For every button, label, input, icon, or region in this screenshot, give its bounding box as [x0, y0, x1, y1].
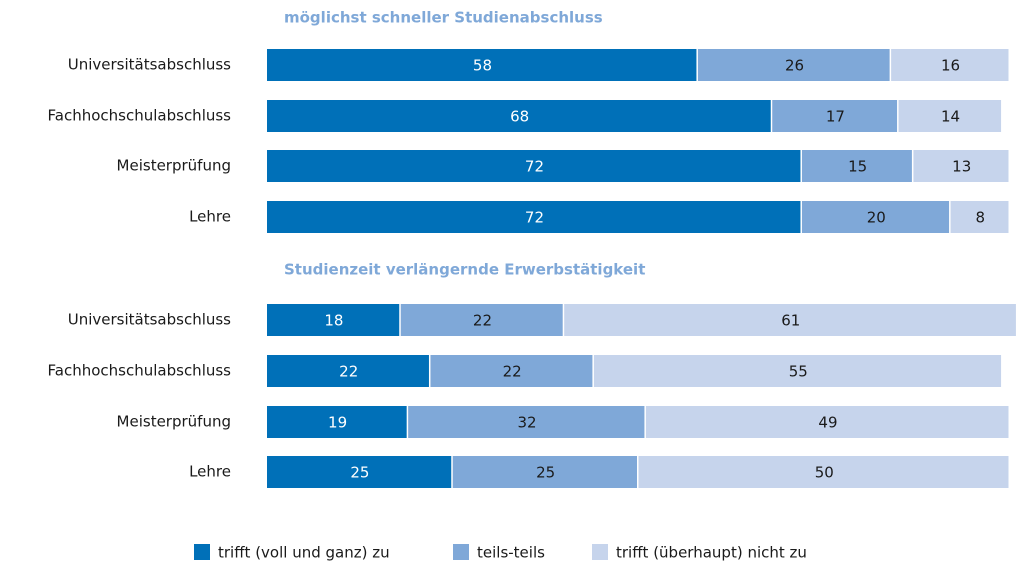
y-tick-label: Fachhochschulabschluss — [48, 107, 232, 125]
legend-swatch — [194, 544, 210, 560]
y-tick-label: Meisterprüfung — [117, 157, 231, 175]
legend-swatch — [592, 544, 608, 560]
data-label: 25 — [536, 464, 555, 482]
chart-title: möglichst schneller Studienabschluss — [284, 9, 603, 27]
data-label: 49 — [818, 414, 837, 432]
legend-label: trifft (überhaupt) nicht zu — [616, 544, 807, 562]
data-label: 32 — [518, 414, 537, 432]
bar-segment — [772, 100, 898, 132]
data-label: 22 — [339, 363, 358, 381]
bar-segment — [267, 456, 452, 488]
legend-label: trifft (voll und ganz) zu — [218, 544, 390, 562]
bar-segment — [452, 456, 637, 488]
bar-segment — [267, 201, 801, 233]
y-tick-label: Fachhochschulabschluss — [48, 362, 232, 380]
legend-label: teils-teils — [477, 544, 545, 562]
y-tick-label: Universitätsabschluss — [68, 311, 231, 329]
data-label: 17 — [826, 108, 845, 126]
data-label: 25 — [350, 464, 369, 482]
bar-segment — [898, 100, 1002, 132]
bar-segment — [645, 406, 1009, 438]
bar-segment — [593, 355, 1002, 387]
bar-segment — [267, 100, 771, 132]
data-label: 13 — [952, 158, 971, 176]
data-label: 8 — [976, 209, 986, 227]
data-label: 26 — [785, 57, 804, 75]
bar-segment — [267, 355, 429, 387]
data-label: 68 — [510, 108, 529, 126]
bar-segment — [697, 49, 890, 81]
data-label: 55 — [789, 363, 808, 381]
data-label: 72 — [525, 209, 544, 227]
bar-segment — [267, 150, 801, 182]
bar-segment — [891, 49, 1009, 81]
legend-swatch — [453, 544, 469, 560]
data-label: 50 — [815, 464, 834, 482]
bar-segment — [430, 355, 593, 387]
data-label: 19 — [328, 414, 347, 432]
data-label: 72 — [525, 158, 544, 176]
data-label: 61 — [781, 312, 800, 330]
bar-segment — [913, 150, 1009, 182]
bar-segment — [267, 49, 697, 81]
y-tick-label: Meisterprüfung — [117, 413, 231, 431]
data-label: 15 — [848, 158, 867, 176]
data-label: 22 — [503, 363, 522, 381]
bar-segment — [408, 406, 645, 438]
data-label: 14 — [941, 108, 960, 126]
data-label: 22 — [473, 312, 492, 330]
bar-segment — [638, 456, 1009, 488]
data-label: 18 — [324, 312, 343, 330]
data-label: 58 — [473, 57, 492, 75]
bar-segment — [801, 201, 950, 233]
bar-segment — [267, 304, 400, 336]
data-label: 16 — [941, 57, 960, 75]
bar-segment — [400, 304, 563, 336]
y-tick-label: Lehre — [189, 463, 231, 481]
bar-segment — [267, 406, 407, 438]
data-label: 20 — [867, 209, 886, 227]
bar-segment — [564, 304, 1016, 336]
y-tick-label: Universitätsabschluss — [68, 56, 231, 74]
bar-segment — [950, 201, 1009, 233]
y-tick-label: Lehre — [189, 208, 231, 226]
bar-segment — [801, 150, 912, 182]
chart-title: Studienzeit verlängernde Erwerbstätigkei… — [284, 261, 645, 279]
